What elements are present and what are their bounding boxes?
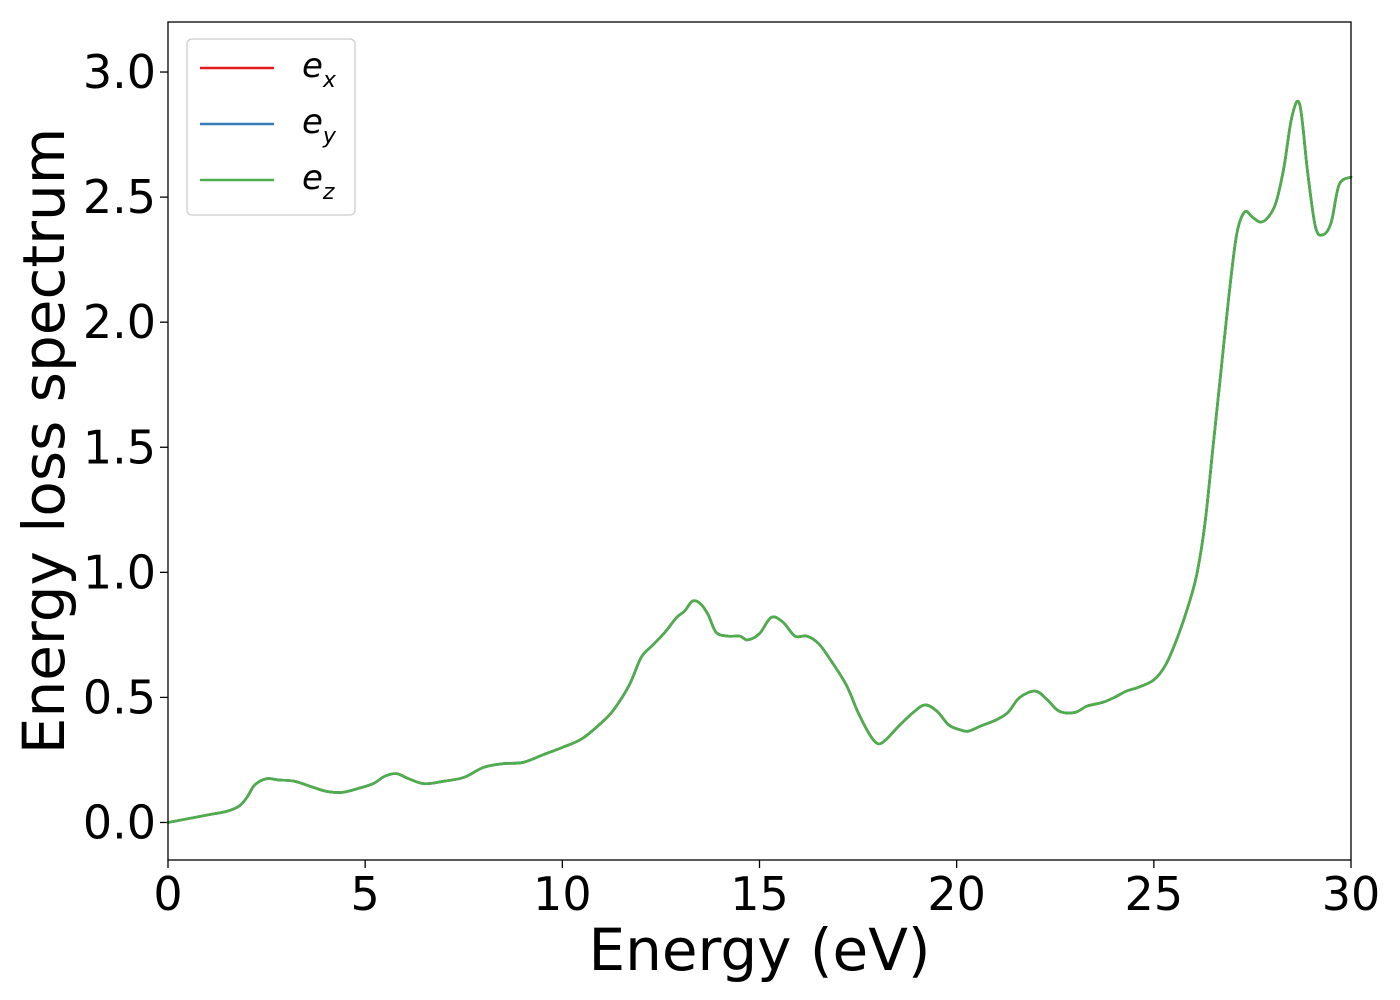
legend-label-ex: ex: [302, 46, 337, 93]
y-axis-label: Energy loss spectrum: [10, 128, 78, 754]
x-tick-label: 25: [1125, 867, 1184, 921]
y-tick-label: 2.0: [83, 295, 156, 349]
plot-frame: [167, 21, 1352, 861]
x-tick-label: 0: [153, 867, 182, 921]
legend-box: [186, 38, 356, 216]
y-tick-label: 0.5: [83, 670, 156, 724]
x-tick-label: 30: [1322, 867, 1381, 921]
y-tick-label: 1.5: [83, 420, 156, 474]
x-axis-ticks: 0 5 10 15 20 25 30: [153, 860, 1380, 921]
x-axis-label: Energy (eV): [588, 916, 930, 984]
y-axis-ticks: 0.0 0.5 1.0 1.5 2.0 2.5 3.0: [83, 45, 168, 849]
x-tick-label: 20: [927, 867, 986, 921]
legend-label-ez: ez: [302, 158, 335, 205]
y-tick-label: 1.0: [83, 545, 156, 599]
series-line-ez: [166, 99, 1353, 824]
y-tick-label: 3.0: [83, 45, 156, 99]
series-lines: [166, 99, 1353, 824]
legend-label-ey: ey: [302, 102, 337, 149]
y-tick-label: 2.5: [83, 170, 156, 224]
y-tick-label: 0.0: [83, 795, 156, 849]
legend: ex ey ez: [186, 38, 356, 216]
x-tick-label: 15: [730, 867, 789, 921]
x-tick-label: 5: [351, 867, 380, 921]
x-tick-label: 10: [533, 867, 592, 921]
